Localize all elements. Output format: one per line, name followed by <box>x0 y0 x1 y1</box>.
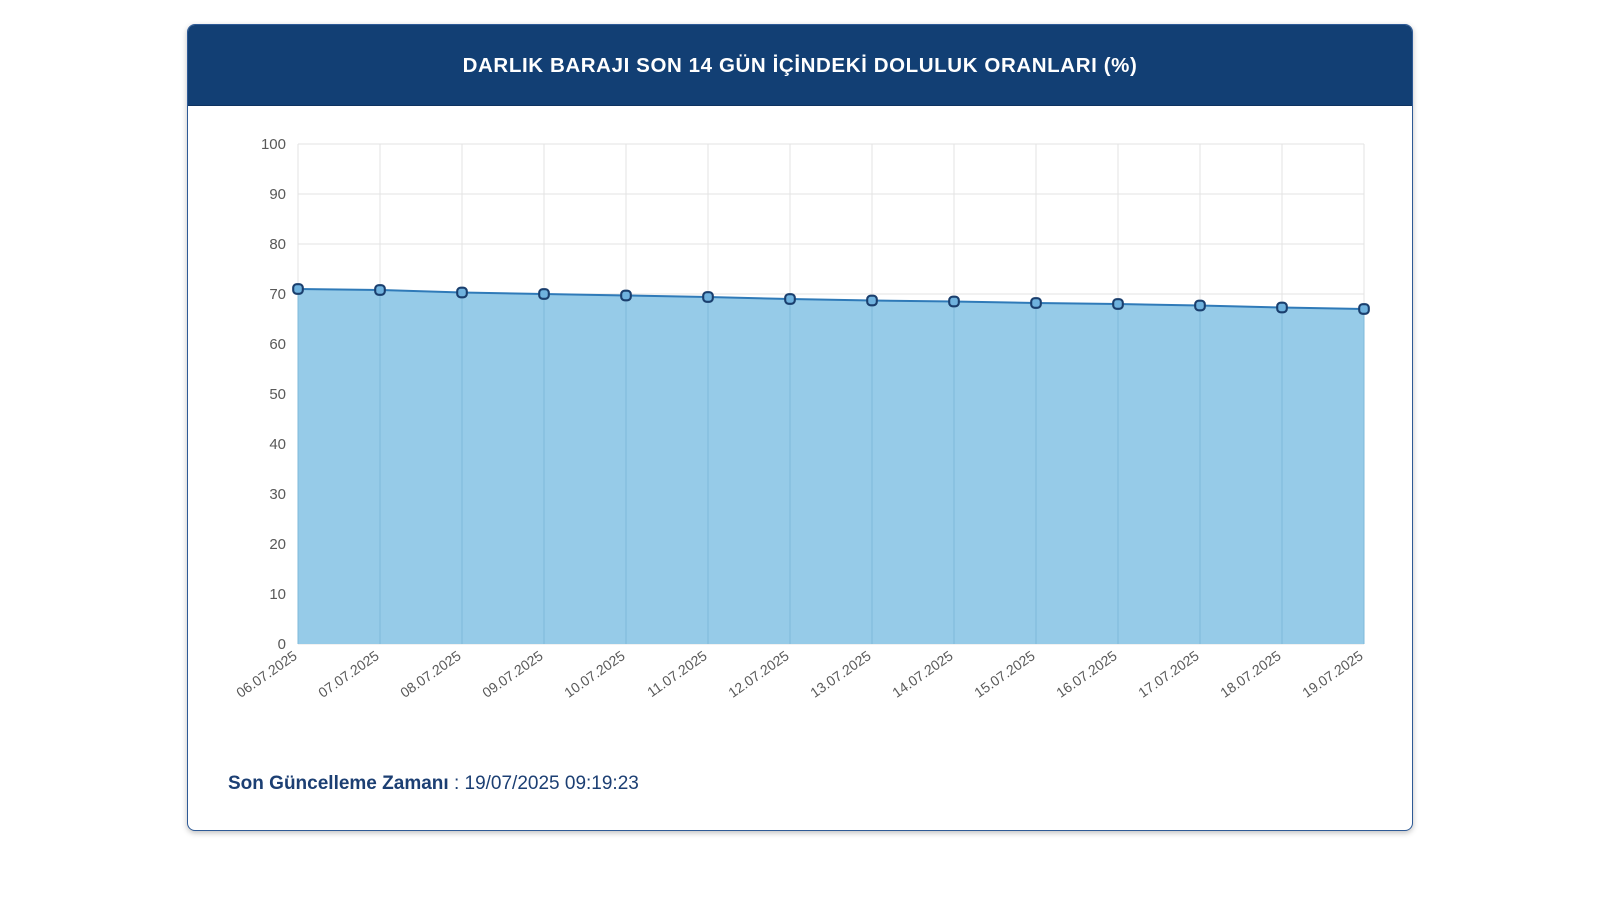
svg-text:17.07.2025: 17.07.2025 <box>1135 647 1202 700</box>
svg-text:19.07.2025: 19.07.2025 <box>1299 647 1366 700</box>
svg-text:13.07.2025: 13.07.2025 <box>807 647 874 700</box>
svg-text:11.07.2025: 11.07.2025 <box>644 647 710 700</box>
svg-text:80: 80 <box>269 236 286 253</box>
svg-text:10: 10 <box>269 586 286 603</box>
svg-text:20: 20 <box>269 536 286 553</box>
svg-text:40: 40 <box>269 436 286 453</box>
svg-text:12.07.2025: 12.07.2025 <box>725 647 792 700</box>
svg-text:60: 60 <box>269 336 286 353</box>
svg-text:07.07.2025: 07.07.2025 <box>315 647 382 700</box>
svg-text:30: 30 <box>269 486 286 503</box>
svg-text:14.07.2025: 14.07.2025 <box>889 647 956 700</box>
svg-text:70: 70 <box>269 286 286 303</box>
svg-text:10.07.2025: 10.07.2025 <box>561 647 628 700</box>
svg-text:18.07.2025: 18.07.2025 <box>1217 647 1284 700</box>
svg-text:06.07.2025: 06.07.2025 <box>233 647 300 700</box>
svg-text:08.07.2025: 08.07.2025 <box>397 647 464 700</box>
svg-text:100: 100 <box>261 136 286 153</box>
svg-text:09.07.2025: 09.07.2025 <box>479 647 546 700</box>
svg-text:16.07.2025: 16.07.2025 <box>1053 647 1120 700</box>
svg-text:15.07.2025: 15.07.2025 <box>971 647 1038 700</box>
svg-text:50: 50 <box>269 386 286 403</box>
svg-text:90: 90 <box>269 186 286 203</box>
